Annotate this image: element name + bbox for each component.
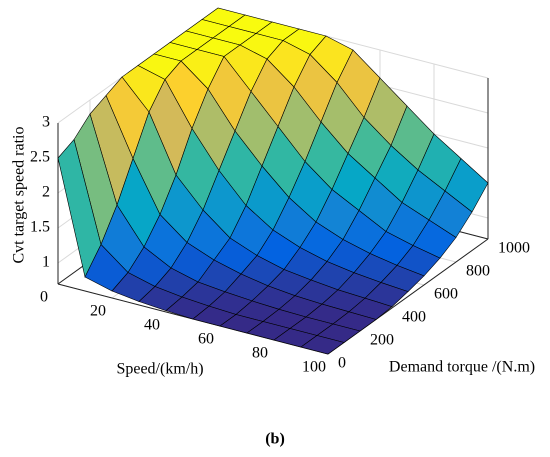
z-tick-label: 2.5 (30, 149, 50, 166)
x-tick-label: 100 (302, 359, 326, 376)
z-tick-label: 1 (42, 254, 50, 271)
y-tick-label: 800 (466, 263, 490, 280)
y-tick-label: 200 (370, 332, 394, 349)
x-tick-label: 20 (90, 303, 106, 320)
x-tick-label: 80 (252, 345, 268, 362)
caption: (b) (265, 431, 285, 448)
z-tick-label: 3 (42, 114, 50, 131)
x-tick-label: 0 (40, 289, 48, 306)
x-tick-label: 40 (144, 317, 160, 334)
z-tick-label: 1.5 (30, 219, 50, 236)
y-axis-label: Demand torque /(N.m) (389, 359, 535, 376)
y-tick-label: 600 (434, 286, 458, 303)
surface-patch (300, 335, 345, 355)
x-tick-label: 60 (198, 331, 214, 348)
z-axis-label: Cvt target speed ratio (11, 127, 28, 264)
y-tick-label: 1000 (498, 240, 530, 257)
y-tick-label: 400 (402, 309, 426, 326)
x-axis-label: Speed/(km/h) (116, 361, 203, 378)
y-tick-label: 0 (338, 355, 346, 372)
z-tick-label: 2 (42, 184, 50, 201)
